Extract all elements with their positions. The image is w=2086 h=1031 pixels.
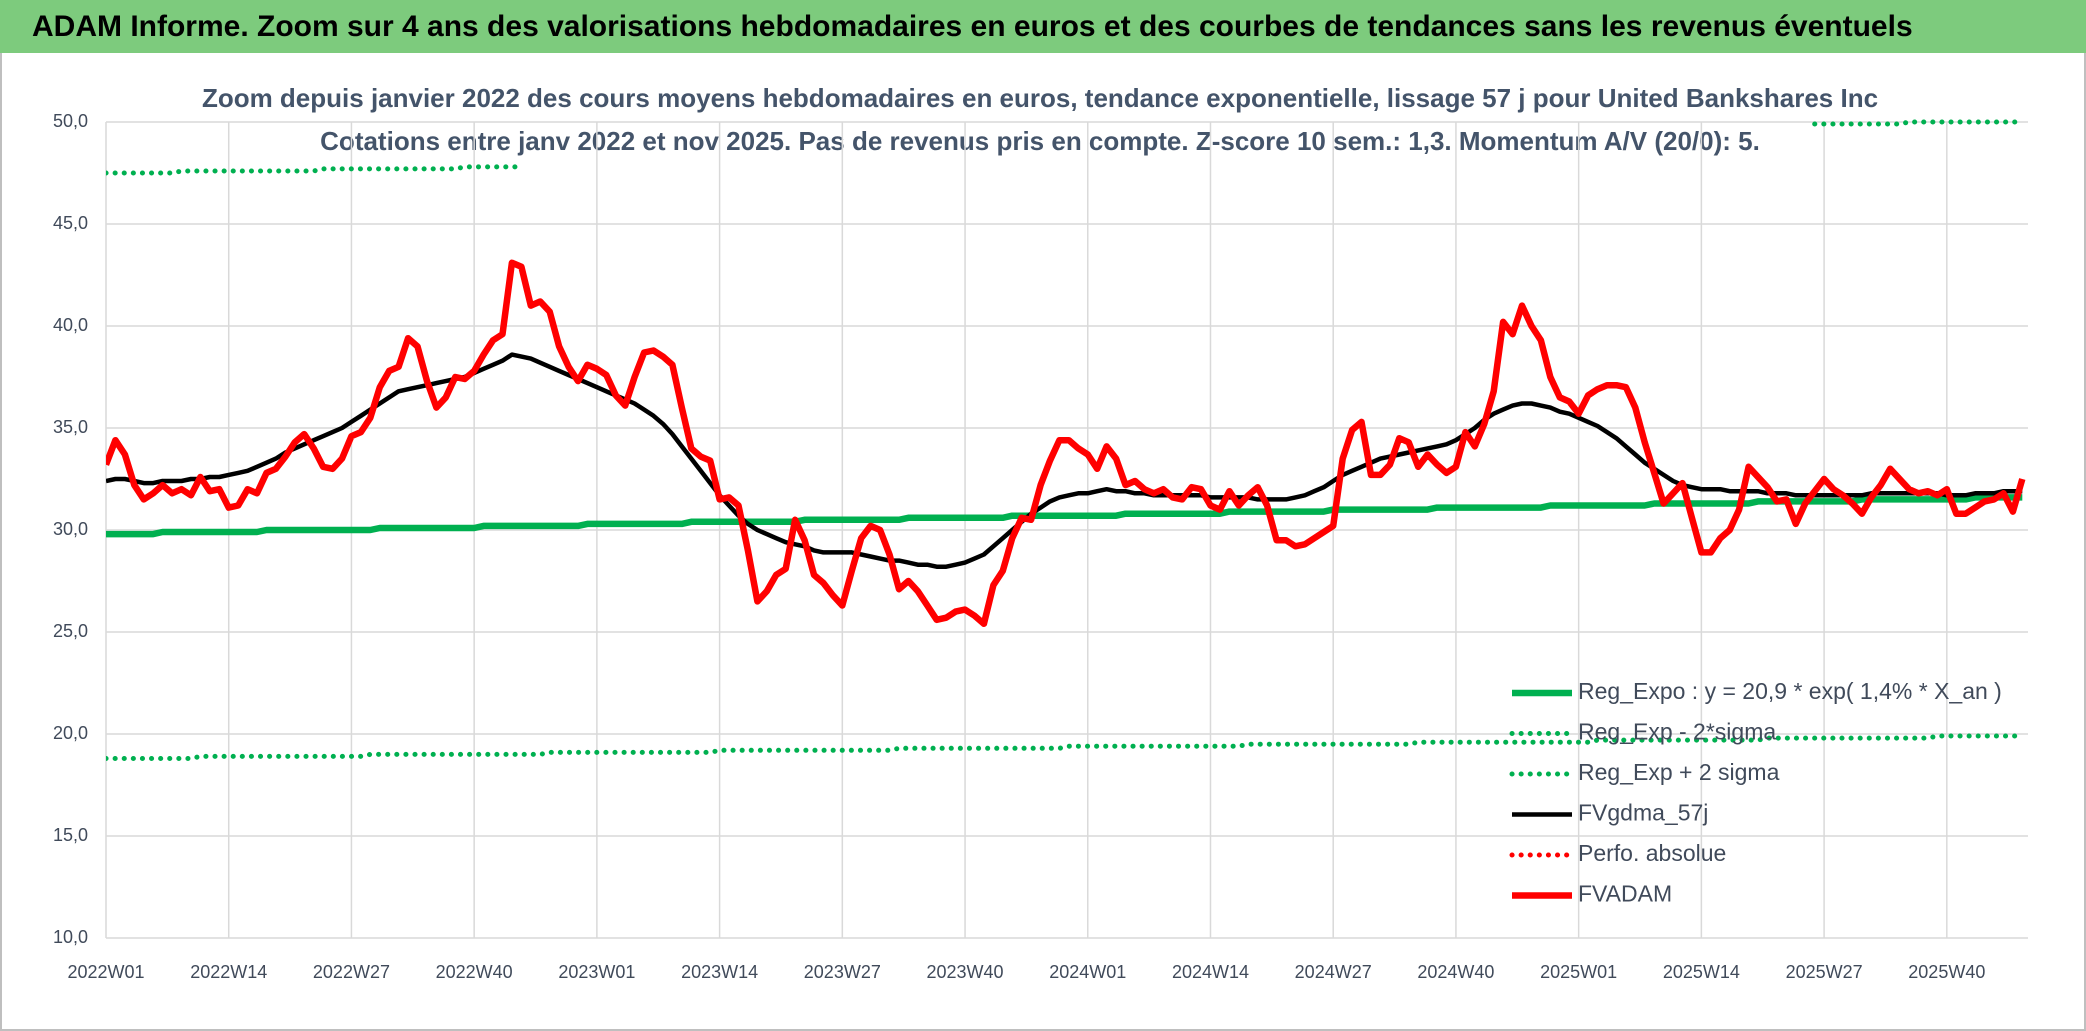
series-line <box>106 494 2023 538</box>
chart-title: Zoom depuis janvier 2022 des cours moyen… <box>202 83 1878 113</box>
y-tick-label: 15,0 <box>53 825 88 845</box>
series-line <box>106 119 2025 176</box>
chart-subtitle: Cotations entre janv 2022 et nov 2025. P… <box>320 126 1760 156</box>
x-tick-label: 2022W27 <box>313 962 390 982</box>
y-tick-label: 40,0 <box>53 315 88 335</box>
x-tick-label: 2022W40 <box>436 962 513 982</box>
y-tick-label: 35,0 <box>53 417 88 437</box>
legend-label: Reg_Exp + 2 sigma <box>1578 759 1780 785</box>
y-tick-label: 30,0 <box>53 519 88 539</box>
legend-label: Reg_Exp - 2*sigma <box>1578 719 1776 745</box>
legend-label: Perfo. absolue <box>1578 840 1726 866</box>
x-tick-label: 2024W01 <box>1049 962 1126 982</box>
series-line <box>106 259 2026 628</box>
y-tick-label: 50,0 <box>53 111 88 131</box>
x-tick-label: 2023W14 <box>681 962 758 982</box>
legend-label: FVADAM <box>1578 881 1672 907</box>
legend-label: Reg_Expo : y = 20,9 * exp( 1,4% * X_an ) <box>1578 678 2002 704</box>
x-tick-label: 2022W01 <box>67 962 144 982</box>
header-band <box>0 0 2086 53</box>
legend-label: FVgdma_57j <box>1578 800 1708 826</box>
x-tick-label: 2025W27 <box>1786 962 1863 982</box>
header: ADAM Informe. Zoom sur 4 ans des valoris… <box>32 10 1913 43</box>
x-tick-label: 2024W27 <box>1295 962 1372 982</box>
x-tick-label: 2023W40 <box>927 962 1004 982</box>
x-tick-label: 2022W14 <box>190 962 267 982</box>
x-tick-label: 2024W40 <box>1417 962 1494 982</box>
x-tick-label: 2025W01 <box>1540 962 1617 982</box>
y-tick-label: 25,0 <box>53 621 88 641</box>
x-tick-label: 2023W27 <box>804 962 881 982</box>
y-tick-label: 10,0 <box>53 927 88 947</box>
x-tick-label: 2023W01 <box>558 962 635 982</box>
x-tick-label: 2025W40 <box>1908 962 1985 982</box>
x-tick-label: 2024W14 <box>1172 962 1249 982</box>
x-tick-label: 2025W14 <box>1663 962 1740 982</box>
y-tick-label: 20,0 <box>53 723 88 743</box>
series-line <box>106 733 2025 761</box>
y-tick-label: 45,0 <box>53 213 88 233</box>
